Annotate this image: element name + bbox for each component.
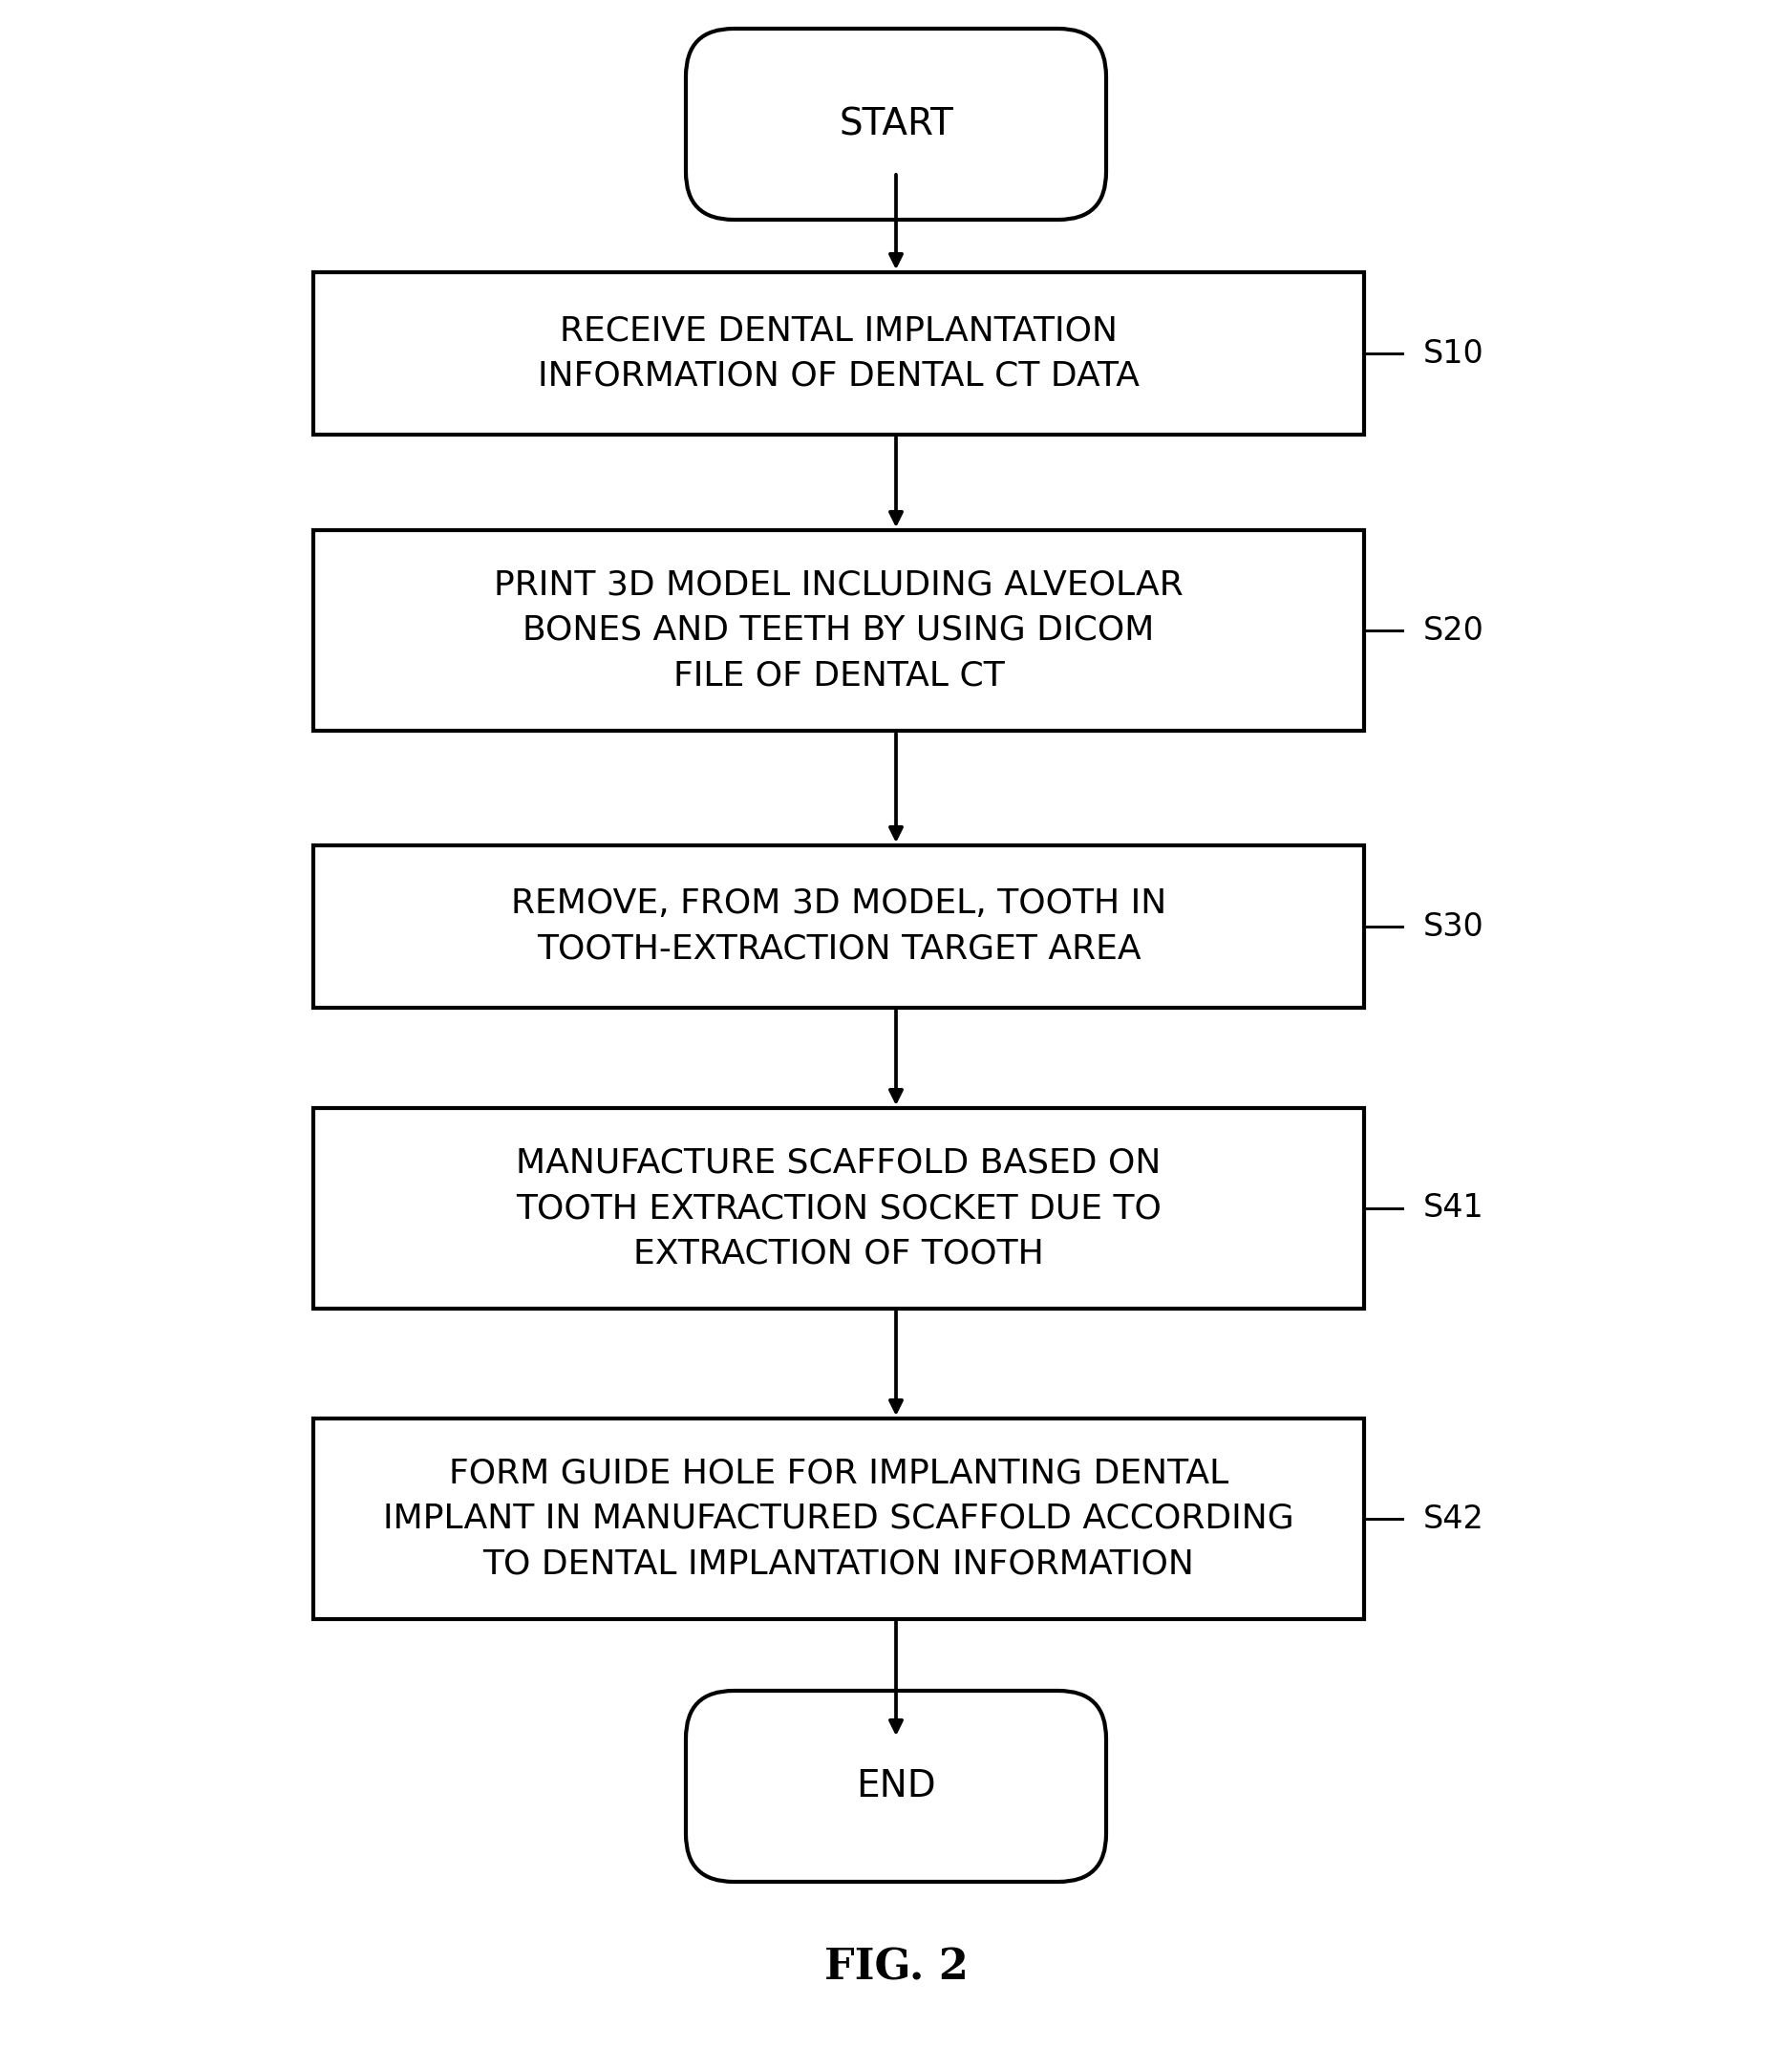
- Text: S10: S10: [1423, 337, 1484, 368]
- Text: S41: S41: [1423, 1192, 1484, 1225]
- Bar: [314, 846, 1364, 1008]
- Text: REMOVE, FROM 3D MODEL, TOOTH IN
TOOTH-EXTRACTION TARGET AREA: REMOVE, FROM 3D MODEL, TOOTH IN TOOTH-EX…: [511, 888, 1167, 966]
- Text: MANUFACTURE SCAFFOLD BASED ON
TOOTH EXTRACTION SOCKET DUE TO
EXTRACTION OF TOOTH: MANUFACTURE SCAFFOLD BASED ON TOOTH EXTR…: [516, 1146, 1161, 1270]
- Text: S42: S42: [1423, 1502, 1484, 1535]
- Bar: [314, 530, 1364, 730]
- Text: S20: S20: [1423, 614, 1484, 646]
- Bar: [314, 273, 1364, 434]
- Bar: [314, 1109, 1364, 1310]
- Text: PRINT 3D MODEL INCLUDING ALVEOLAR
BONES AND TEETH BY USING DICOM
FILE OF DENTAL : PRINT 3D MODEL INCLUDING ALVEOLAR BONES …: [495, 569, 1183, 691]
- FancyBboxPatch shape: [686, 29, 1106, 219]
- Text: RECEIVE DENTAL IMPLANTATION
INFORMATION OF DENTAL CT DATA: RECEIVE DENTAL IMPLANTATION INFORMATION …: [538, 314, 1140, 393]
- Text: S30: S30: [1423, 910, 1484, 941]
- Text: START: START: [839, 106, 953, 143]
- Text: FIG. 2: FIG. 2: [824, 1947, 968, 1988]
- Text: END: END: [857, 1769, 935, 1804]
- FancyBboxPatch shape: [686, 1690, 1106, 1883]
- Bar: [314, 1419, 1364, 1620]
- Text: FORM GUIDE HOLE FOR IMPLANTING DENTAL
IMPLANT IN MANUFACTURED SCAFFOLD ACCORDING: FORM GUIDE HOLE FOR IMPLANTING DENTAL IM…: [383, 1457, 1294, 1581]
